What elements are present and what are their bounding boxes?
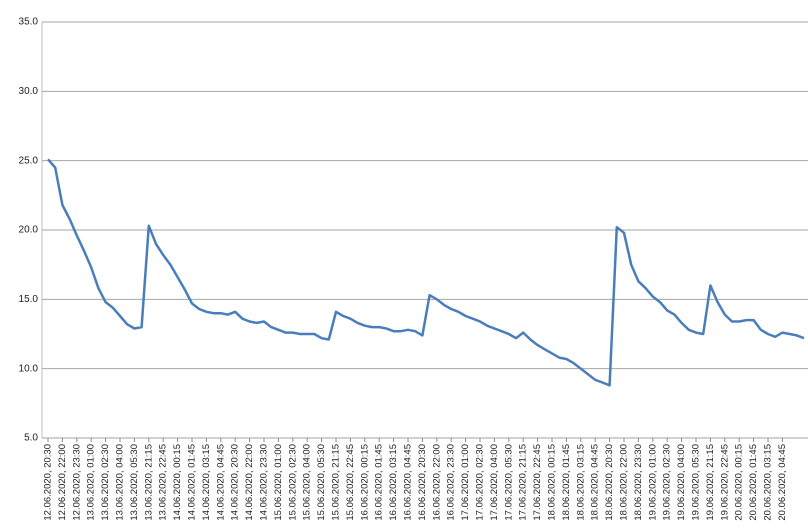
x-tick-label: 18.06.2020, 04:45	[590, 444, 601, 521]
x-tick-label: 18.06.2020, 20:30	[604, 444, 615, 521]
x-tick-label: 16.06.2020, 04:45	[403, 444, 414, 521]
x-tick-label: 17.06.2020, 01:00	[460, 444, 471, 521]
y-tick-label: 5.0	[24, 433, 38, 444]
y-tick-label: 10.0	[19, 363, 39, 374]
x-tick-label: 17.06.2020, 02:30	[475, 444, 486, 521]
x-tick-label: 19.06.2020, 21:15	[705, 444, 716, 521]
x-tick-label: 20.06.2020, 00:15	[734, 444, 745, 521]
x-tick-label: 20.06.2020, 01:45	[748, 444, 759, 521]
x-tick-label: 13.06.2020, 02:30	[100, 444, 111, 521]
x-tick-label: 18.06.2020, 01:45	[561, 444, 572, 521]
x-tick-label: 14.06.2020, 00:15	[172, 444, 183, 521]
x-tick-label: 14.06.2020, 01:45	[187, 444, 198, 521]
x-tick-label: 14.06.2020, 04:45	[215, 444, 226, 521]
x-tick-label: 16.06.2020, 23:30	[446, 444, 457, 521]
x-tick-label: 17.06.2020, 04:00	[489, 444, 500, 521]
x-tick-label: 15.06.2020, 21:15	[331, 444, 342, 521]
x-tick-label: 13.06.2020, 21:15	[143, 444, 154, 521]
x-tick-label: 20.06.2020, 03:15	[763, 444, 774, 521]
x-tick-label: 16.06.2020, 22:00	[431, 444, 442, 521]
x-tick-label: 20.06.2020, 04:45	[777, 444, 788, 521]
series-line	[47, 158, 805, 387]
y-tick-label: 25.0	[19, 155, 39, 166]
y-tick-label: 15.0	[19, 294, 39, 305]
x-tick-label: 16.06.2020, 20:30	[417, 444, 428, 521]
y-tick-label: 30.0	[19, 86, 39, 97]
x-tick-label: 19.06.2020, 05:30	[691, 444, 702, 521]
x-tick-label: 15.06.2020, 01:00	[273, 444, 284, 521]
x-tick-label: 14.06.2020, 23:30	[259, 444, 270, 521]
x-tick-label: 19.06.2020, 02:30	[662, 444, 673, 521]
x-tick-label: 17.06.2020, 05:30	[503, 444, 514, 521]
x-tick-label: 13.06.2020, 04:00	[115, 444, 126, 521]
x-tick-label: 12.06.2020, 23:30	[71, 444, 82, 521]
x-tick-label: 15.06.2020, 04:00	[302, 444, 313, 521]
x-tick-label: 12.06.2020, 20:30	[43, 444, 54, 521]
x-tick-label: 19.06.2020, 04:00	[676, 444, 687, 521]
x-tick-label: 17.06.2020, 22:45	[532, 444, 543, 521]
x-tick-label: 18.06.2020, 03:15	[575, 444, 586, 521]
x-tick-label: 18.06.2020, 00:15	[547, 444, 558, 521]
y-tick-label: 20.0	[19, 225, 39, 236]
x-tick-label: 15.06.2020, 22:45	[345, 444, 356, 521]
x-tick-label: 17.06.2020, 21:15	[518, 444, 529, 521]
x-tick-label: 12.06.2020, 22:00	[57, 444, 68, 521]
x-tick-label: 14.06.2020, 20:30	[230, 444, 241, 521]
x-tick-label: 16.06.2020, 03:15	[388, 444, 399, 521]
y-tick-label: 35.0	[19, 17, 39, 28]
x-tick-label: 16.06.2020, 01:45	[374, 444, 385, 521]
x-tick-label: 16.06.2020, 00:15	[359, 444, 370, 521]
x-tick-label: 13.06.2020, 01:00	[86, 444, 97, 521]
x-tick-label: 15.06.2020, 05:30	[316, 444, 327, 521]
x-tick-label: 14.06.2020, 22:00	[244, 444, 255, 521]
x-tick-label: 19.06.2020, 22:45	[719, 444, 730, 521]
x-tick-label: 14.06.2020, 03:15	[201, 444, 212, 521]
x-tick-label: 18.06.2020, 23:30	[633, 444, 644, 521]
x-tick-label: 13.06.2020, 05:30	[129, 444, 140, 521]
x-tick-label: 18.06.2020, 22:00	[619, 444, 630, 521]
x-tick-label: 15.06.2020, 02:30	[287, 444, 298, 521]
x-tick-label: 19.06.2020, 01:00	[647, 444, 658, 521]
x-tick-label: 13.06.2020, 22:45	[158, 444, 169, 521]
